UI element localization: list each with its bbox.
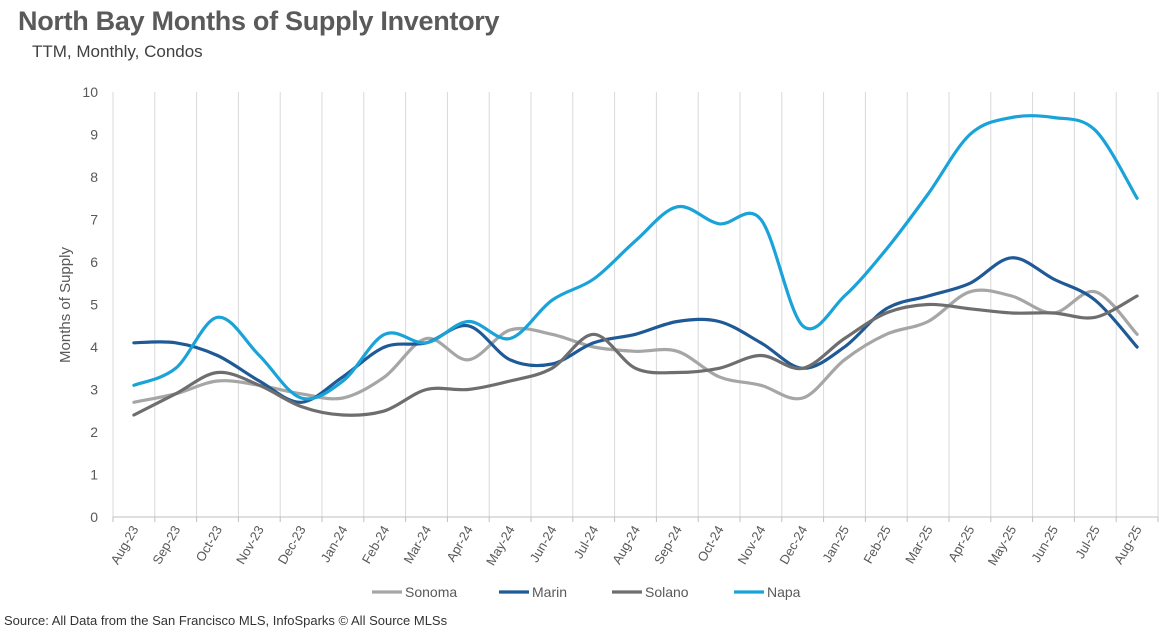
y-tick-label: 10 <box>82 84 98 100</box>
x-tick-label: Feb-24 <box>359 523 393 566</box>
y-tick-label: 9 <box>90 127 98 143</box>
legend-label: Napa <box>767 584 801 600</box>
x-tick-label: Jun-24 <box>527 523 560 565</box>
x-tick-label: May-25 <box>985 523 1020 568</box>
x-tick-label: Aug-25 <box>1111 523 1145 567</box>
x-tick-label: Aug-23 <box>108 523 142 567</box>
series-line-marin <box>132 256 1139 404</box>
x-tick-label: Jul-25 <box>1072 523 1103 561</box>
gridlines <box>112 92 1159 517</box>
x-tick-label: Apr-25 <box>945 523 978 564</box>
y-tick-label: 8 <box>90 169 98 185</box>
legend-label: Marin <box>532 584 567 600</box>
axes <box>112 516 1159 522</box>
x-tick-label: Nov-24 <box>735 523 769 567</box>
x-tick-label: Mar-24 <box>401 523 435 566</box>
y-tick-label: 7 <box>90 212 98 228</box>
y-tick-label: 6 <box>90 254 98 270</box>
y-tick-label: 5 <box>90 297 98 313</box>
x-tick-label: Jul-24 <box>571 523 602 561</box>
legend-item-marin: Marin <box>499 584 567 600</box>
y-tick-labels: 0 1 2 3 4 5 6 7 8 9 10 <box>82 84 98 525</box>
series-lines <box>132 114 1139 417</box>
x-tick-label: Jun-25 <box>1028 523 1061 565</box>
source-note: Source: All Data from the San Francisco … <box>4 613 448 628</box>
x-tick-label: Oct-23 <box>193 523 225 564</box>
x-tick-label: Aug-24 <box>609 523 643 567</box>
x-tick-label: Sep-24 <box>651 523 685 567</box>
series-line-napa <box>132 114 1139 401</box>
series-line-sonoma <box>132 288 1139 404</box>
y-tick-label: 2 <box>90 424 98 440</box>
legend: Sonoma Marin Solano Napa <box>372 584 801 600</box>
x-tick-label: Dec-24 <box>776 523 810 567</box>
y-tick-label: 4 <box>90 339 98 355</box>
legend-label: Sonoma <box>405 584 457 600</box>
x-tick-label: Sep-23 <box>149 523 183 567</box>
x-tick-label: Mar-25 <box>902 523 936 566</box>
series-line-solano <box>132 294 1139 417</box>
legend-label: Solano <box>645 584 689 600</box>
legend-item-napa: Napa <box>734 584 801 600</box>
legend-item-sonoma: Sonoma <box>372 584 457 600</box>
chart-title: North Bay Months of Supply Inventory <box>18 6 500 36</box>
x-tick-label: Apr-24 <box>443 523 476 564</box>
x-tick-label: Oct-24 <box>694 523 726 564</box>
x-tick-label: Nov-23 <box>233 523 267 567</box>
legend-item-solano: Solano <box>612 584 689 600</box>
x-tick-label: Dec-23 <box>275 523 309 567</box>
y-tick-label: 0 <box>90 509 98 525</box>
x-tick-label: Feb-25 <box>860 523 894 566</box>
y-tick-label: 3 <box>90 382 98 398</box>
y-axis-label: Months of Supply <box>57 247 74 363</box>
x-tick-label: Jan-25 <box>819 523 852 565</box>
x-tick-label: Jan-24 <box>318 523 351 565</box>
y-tick-label: 1 <box>90 467 98 483</box>
x-tick-label: May-24 <box>483 523 518 568</box>
x-tick-labels: Aug-23 Sep-23 Oct-23 Nov-23 Dec-23 Jan-24 Feb-… <box>108 523 1145 568</box>
chart-subtitle: TTM, Monthly, Condos <box>32 42 203 61</box>
